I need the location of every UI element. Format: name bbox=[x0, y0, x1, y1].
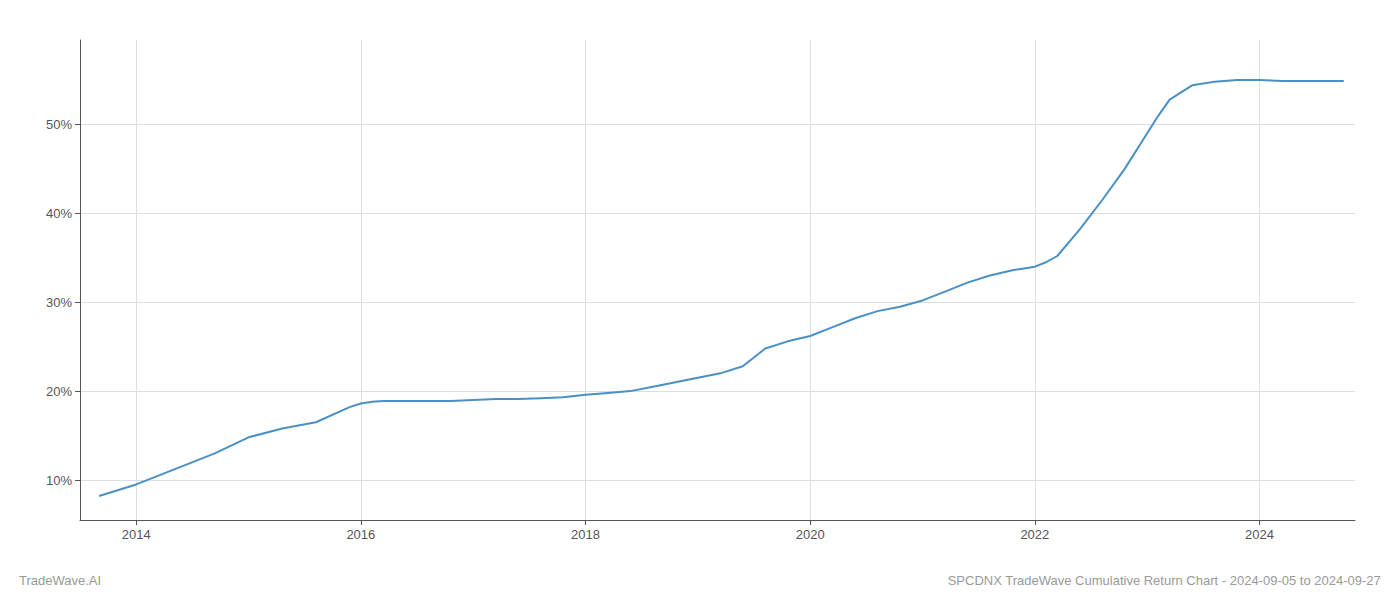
svg-text:TradeWave.AI: TradeWave.AI bbox=[19, 573, 101, 588]
svg-text:20%: 20% bbox=[46, 384, 72, 399]
svg-text:10%: 10% bbox=[46, 473, 72, 488]
svg-text:40%: 40% bbox=[46, 206, 72, 221]
svg-text:2022: 2022 bbox=[1020, 527, 1049, 542]
svg-text:SPCDNX TradeWave Cumulative Re: SPCDNX TradeWave Cumulative Return Chart… bbox=[948, 573, 1381, 588]
svg-text:50%: 50% bbox=[46, 117, 72, 132]
svg-text:2016: 2016 bbox=[346, 527, 375, 542]
svg-text:2014: 2014 bbox=[122, 527, 151, 542]
svg-text:2024: 2024 bbox=[1245, 527, 1274, 542]
svg-text:30%: 30% bbox=[46, 295, 72, 310]
svg-text:2018: 2018 bbox=[571, 527, 600, 542]
svg-text:2020: 2020 bbox=[796, 527, 825, 542]
